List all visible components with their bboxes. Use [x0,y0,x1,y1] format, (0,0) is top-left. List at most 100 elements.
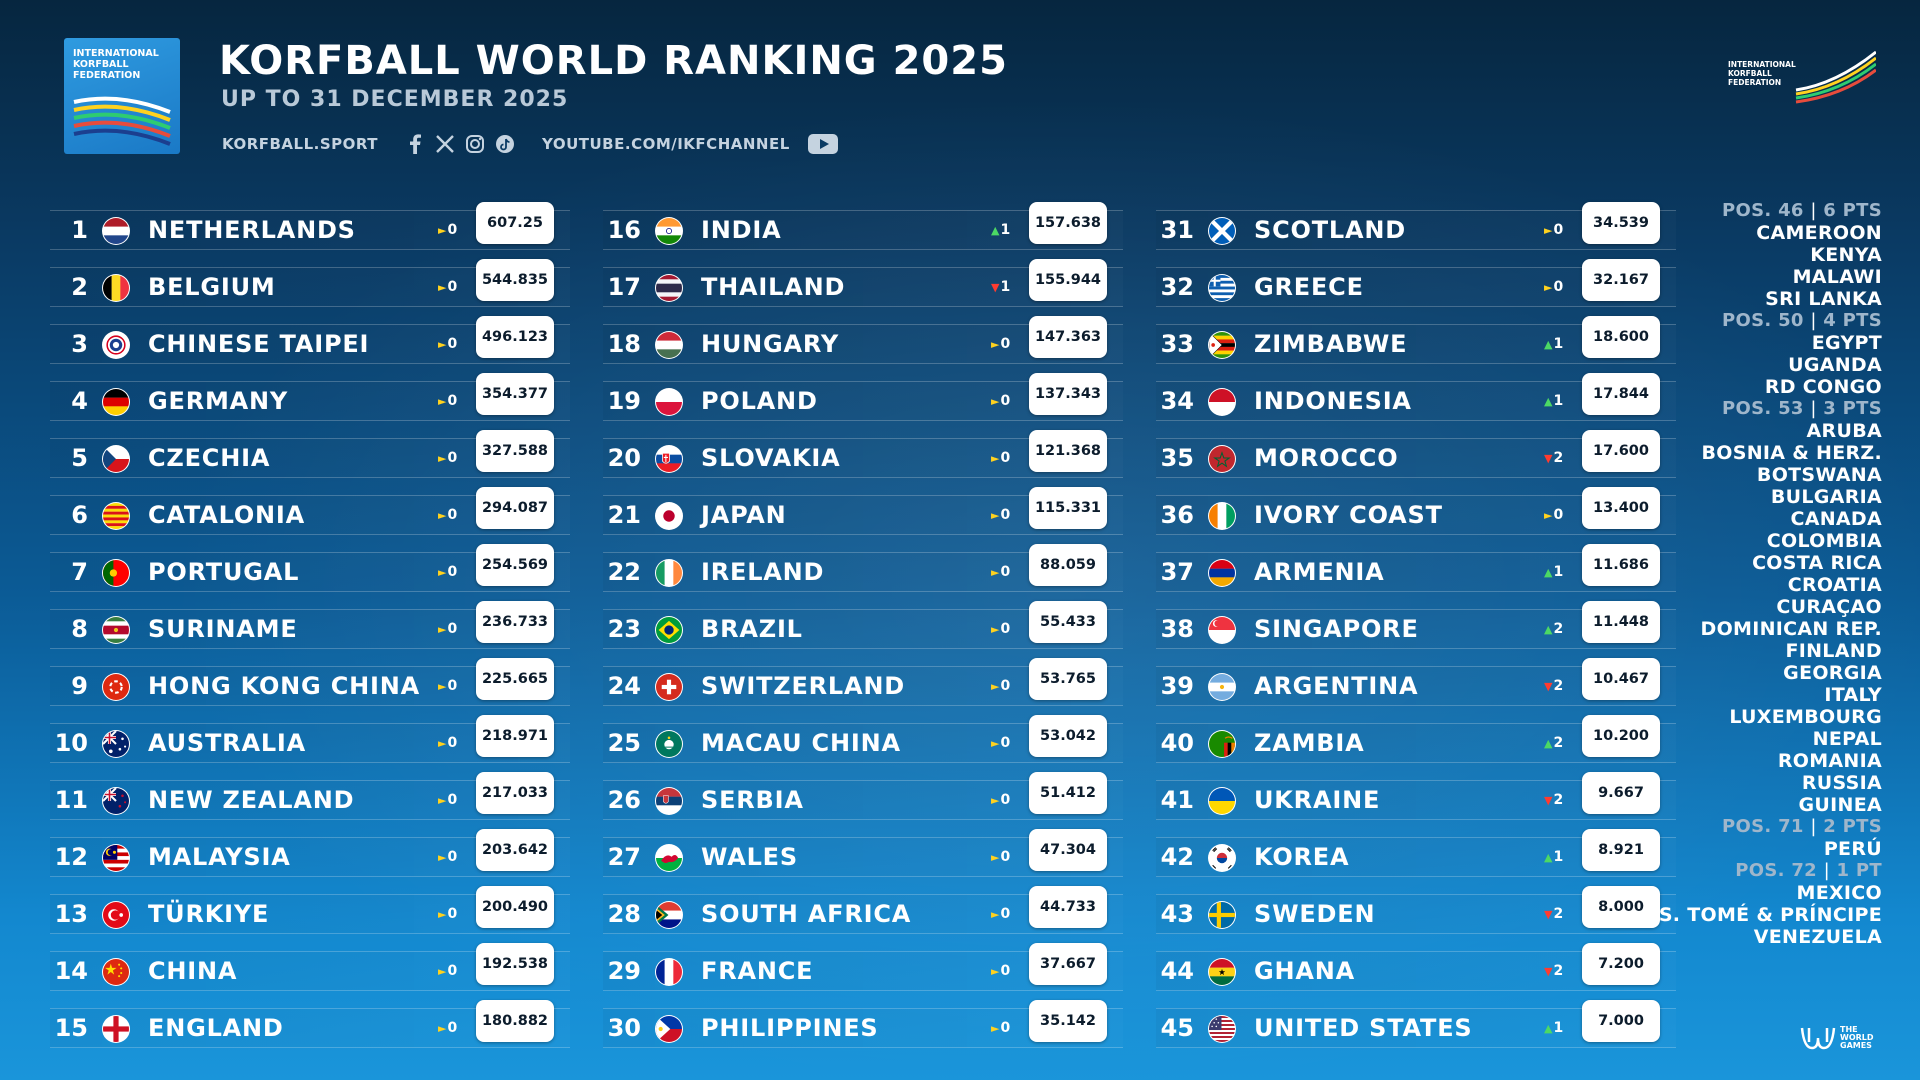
lower-team-name: CANADA [1790,508,1882,530]
rank-position: 43 [1160,900,1194,928]
instagram-icon[interactable] [464,133,486,155]
ranking-row: 41 UKRAINE ▼2 9.667 [1156,770,1676,827]
flag-sg-icon [1208,616,1236,644]
team-name: ARMENIA [1254,558,1385,586]
ranking-row: 9 HONG KONG CHINA ►0 225.665 [50,656,570,713]
rank-change-value: 0 [1000,621,1011,637]
points-badge: 53.765 [1029,658,1107,700]
tiktok-icon[interactable] [494,133,516,155]
points-badge: 11.686 [1582,544,1660,586]
team-name: BELGIUM [148,273,276,301]
rank-position: 20 [607,444,641,472]
rank-change: ►0 [991,953,1025,990]
rank-change-value: 2 [1553,735,1564,751]
points-badge: 200.490 [476,886,554,928]
rank-change: ▲1 [1544,554,1578,591]
lower-team-name: EGYPT [1811,332,1882,354]
flag-se-icon [1208,901,1236,929]
team-name: NEW ZEALAND [148,786,355,814]
ranking-row: 45 UNITED STATES ▲1 7.000 [1156,998,1676,1055]
flag-ph-icon [655,1015,683,1043]
rank-position: 10 [54,729,88,757]
youtube-link[interactable]: YOUTUBE.COM/IKFCHANNEL [542,135,790,153]
group-header: POS. 72 | 1 PT [1642,860,1882,882]
rank-change: ►0 [991,782,1025,819]
arrow-right-icon: ► [991,1022,1000,1035]
points-badge: 254.569 [476,544,554,586]
rank-change-value: 0 [447,678,458,694]
flag-gh-icon [1208,958,1236,986]
ranking-row: 16 INDIA ▲1 157.638 [603,200,1123,257]
lower-team-name: SRI LANKA [1765,288,1882,310]
ranking-row: 32 GREECE ►0 32.167 [1156,257,1676,314]
arrow-up-icon: ▲ [1544,1022,1553,1035]
rank-change: ▲1 [1544,326,1578,363]
logo-right-text: INTERNATIONAL KORFBALL FEDERATION [1728,60,1796,87]
points-badge: 11.448 [1582,601,1660,643]
rank-position: 30 [607,1014,641,1042]
website-link[interactable]: KORFBALL.SPORT [222,135,379,153]
rank-change-value: 2 [1553,963,1564,979]
arrow-right-icon: ► [438,908,447,921]
rank-change-value: 1 [1553,1020,1564,1036]
arrow-right-icon: ► [438,1022,447,1035]
lower-team-name: DOMINICAN REP. [1700,618,1882,640]
flag-br-icon [655,616,683,644]
arrow-right-icon: ► [991,395,1000,408]
points-badge: 157.638 [1029,202,1107,244]
facebook-icon[interactable] [404,133,426,155]
rank-change-value: 2 [1553,792,1564,808]
group-header: POS. 46 | 6 PTS [1642,200,1882,222]
team-name: TÜRKIYE [148,900,270,928]
points-badge: 17.844 [1582,373,1660,415]
flag-ie-icon [655,559,683,587]
rank-change: ►0 [991,326,1025,363]
rank-position: 11 [54,786,88,814]
rank-change-value: 0 [1000,1020,1011,1036]
rank-change: ▲1 [1544,383,1578,420]
rank-change: ▲2 [1544,725,1578,762]
x-icon[interactable] [434,133,456,155]
ranking-row: 29 FRANCE ►0 37.667 [603,941,1123,998]
flag-nl-icon [102,217,130,245]
team-name: SCOTLAND [1254,216,1406,244]
points-badge: 44.733 [1029,886,1107,928]
points-badge: 35.142 [1029,1000,1107,1042]
rank-change-value: 0 [1000,507,1011,523]
ranking-column-1: 1 NETHERLANDS ►0 607.25 2 BELGIUM ►0 544… [50,200,570,1055]
ranking-row: 2 BELGIUM ►0 544.835 [50,257,570,314]
ranking-row: 21 JAPAN ►0 115.331 [603,485,1123,542]
world-games-text: THE WORLD GAMES [1840,1025,1874,1050]
team-name: PHILIPPINES [701,1014,879,1042]
rank-change: ►0 [438,497,472,534]
ranking-row: 10 AUSTRALIA ►0 218.971 [50,713,570,770]
points-badge: 7.000 [1582,1000,1660,1042]
points-badge: 496.123 [476,316,554,358]
rank-change: ►0 [991,383,1025,420]
page-title: KORFBALL WORLD RANKING 2025 [219,38,1008,84]
lower-team-name: LUXEMBOURG [1729,706,1882,728]
ranking-row: 36 IVORY COAST ►0 13.400 [1156,485,1676,542]
rank-position: 35 [1160,444,1194,472]
points-badge: 217.033 [476,772,554,814]
group-points: 6 PTS [1823,200,1882,221]
group-position: POS. 72 [1735,860,1817,881]
flag-zw-icon [1208,331,1236,359]
flag-pl-icon [655,388,683,416]
arrow-up-icon: ▲ [1544,338,1553,351]
rank-position: 33 [1160,330,1194,358]
lower-team-name: GUINEA [1798,794,1882,816]
points-badge: 137.343 [1029,373,1107,415]
lower-team-name: VENEZUELA [1753,926,1882,948]
rank-change-value: 0 [447,849,458,865]
ranking-row: 23 BRAZIL ►0 55.433 [603,599,1123,656]
team-name: MALAYSIA [148,843,291,871]
youtube-icon[interactable] [807,134,838,154]
rank-position: 14 [54,957,88,985]
team-name: MOROCCO [1254,444,1399,472]
rank-position: 32 [1160,273,1194,301]
arrow-right-icon: ► [991,851,1000,864]
rank-change: ►0 [1544,212,1578,249]
ranking-row: 1 NETHERLANDS ►0 607.25 [50,200,570,257]
flag-id-icon [1208,388,1236,416]
